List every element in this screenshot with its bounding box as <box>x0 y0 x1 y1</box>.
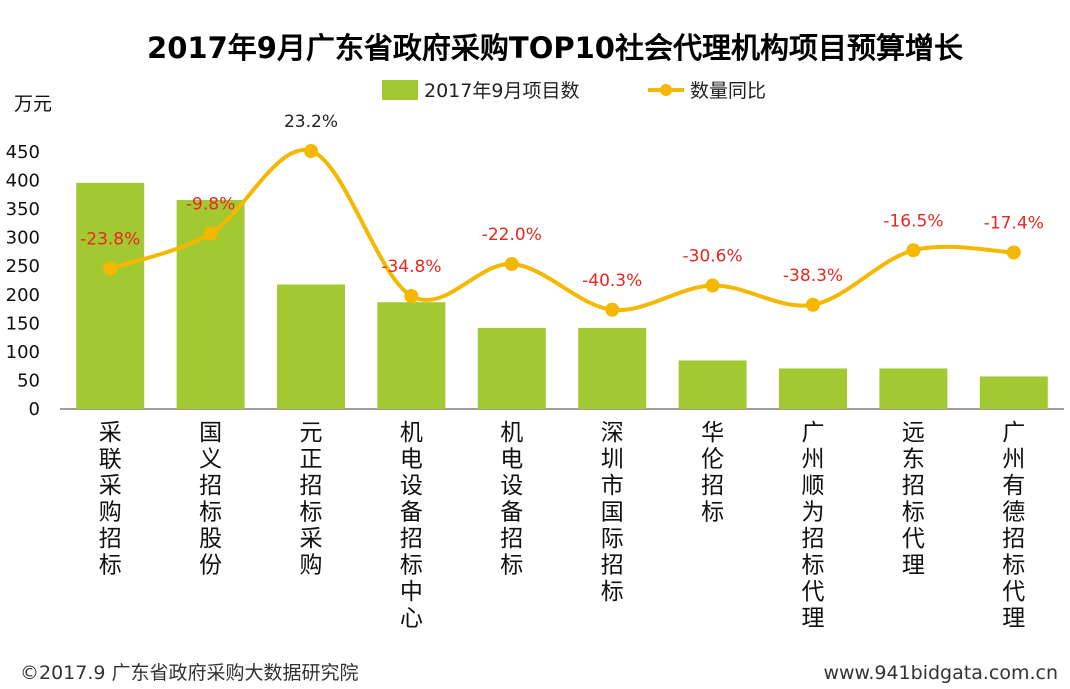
yoy-marker <box>304 144 318 158</box>
yoy-markers <box>103 144 1021 317</box>
y-axis-unit: 万元 <box>14 93 52 115</box>
bars <box>76 182 1048 409</box>
y-tick-label: 350 <box>6 199 40 220</box>
bar <box>477 327 546 409</box>
legend-label-line: 数量同比 <box>690 80 766 102</box>
y-tick-label: 50 <box>17 370 40 391</box>
legend: 2017年9月项目数 数量同比 <box>382 80 766 102</box>
yoy-marker <box>906 243 921 258</box>
yoy-marker <box>103 261 118 276</box>
yoy-label: -16.5% <box>883 211 943 231</box>
legend-swatch-bar <box>382 80 418 100</box>
yoy-marker <box>504 257 519 271</box>
chart-title: 2017年9月广东省政府采购TOP10社会代理机构项目预算增长 <box>147 31 964 65</box>
bar <box>779 368 847 409</box>
bar <box>979 376 1048 409</box>
y-tick-label: 0 <box>29 399 40 420</box>
bar <box>277 284 345 409</box>
bar <box>578 327 647 409</box>
bar <box>678 360 747 409</box>
legend-label-bar: 2017年9月项目数 <box>424 80 579 102</box>
yoy-label: -38.3% <box>783 266 843 286</box>
footer-website: www.941bidgata.com.cn <box>823 662 1058 684</box>
yoy-label: -23.8% <box>80 230 140 250</box>
yoy-label: 23.2% <box>284 112 338 132</box>
category-label: 华伦招标 <box>701 420 724 526</box>
yoy-line <box>109 148 1014 313</box>
y-tick-label: 150 <box>6 313 40 334</box>
footer-copyright: ©2017.9 广东省政府采购大数据研究院 <box>20 662 359 684</box>
yoy-label: -17.4% <box>984 214 1044 234</box>
yoy-label: -34.8% <box>381 257 441 277</box>
category-label: 广州顺为招标代理 <box>802 420 825 632</box>
yoy-marker <box>203 226 218 241</box>
bar <box>377 302 446 409</box>
y-tick-label: 250 <box>6 256 40 277</box>
category-label: 采联采购招标 <box>99 420 122 579</box>
yoy-marker <box>705 278 720 293</box>
yoy-label: -22.0% <box>482 225 542 245</box>
bar <box>879 368 948 409</box>
yoy-marker <box>605 302 620 317</box>
yoy-label: -30.6% <box>683 247 743 267</box>
bar <box>76 182 145 409</box>
category-label: 机电设备招标 <box>500 420 523 579</box>
category-labels: 采联采购招标 国义招标股份 元正招标采购 机电设备招标中心 机电设备招标 深圳市国际招标 华… <box>99 420 1026 632</box>
yoy-marker <box>1006 245 1021 260</box>
yoy-label: -9.8% <box>186 195 235 215</box>
category-label: 元正招标采购 <box>300 420 323 579</box>
category-label: 远东招标代理 <box>902 420 925 579</box>
yoy-label: -40.3% <box>582 271 642 291</box>
category-label: 机电设备招标中心 <box>400 420 423 632</box>
legend-swatch-marker <box>660 84 672 96</box>
y-tick-label: 450 <box>6 142 40 163</box>
y-tick-label: 300 <box>6 228 40 249</box>
category-label: 国义招标股份 <box>199 420 222 579</box>
y-tick-label: 200 <box>6 285 40 306</box>
y-tick-label: 400 <box>6 171 40 192</box>
y-tick-label: 100 <box>6 342 40 363</box>
y-axis-ticks: 0 50 100 150 200 250 300 350 400 450 <box>6 142 40 420</box>
yoy-marker <box>404 289 419 303</box>
category-label: 广州有德招标代理 <box>1002 420 1025 632</box>
category-label: 深圳市国际招标 <box>601 420 624 605</box>
yoy-labels: -23.8% -9.8% 23.2% -34.8% -22.0% -40.3% -30.6%… <box>80 112 1044 291</box>
yoy-marker <box>806 297 820 312</box>
